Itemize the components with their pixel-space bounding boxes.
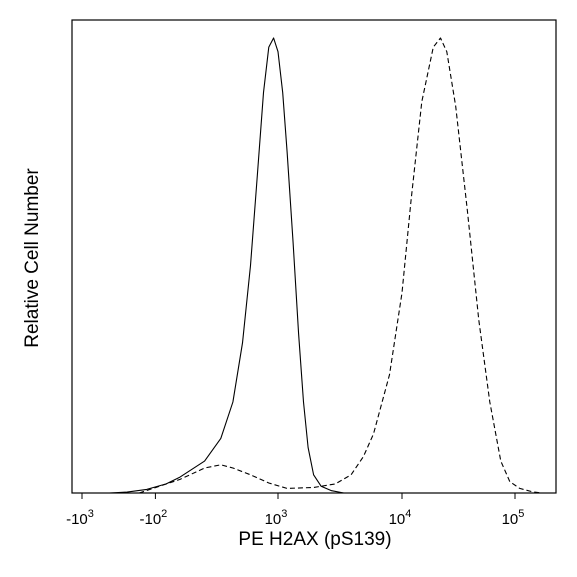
x-tick-label: -102: [139, 508, 167, 528]
x-axis-title: PE H2AX (pS139): [238, 529, 391, 550]
y-axis-title: Relative Cell Number: [22, 168, 43, 348]
x-tick-label: 103: [265, 508, 288, 528]
dashed-histogram-line: [139, 37, 542, 494]
solid-histogram-line: [109, 37, 344, 494]
x-tick-label: -103: [66, 508, 94, 528]
plot-frame: [71, 19, 557, 494]
x-tick-label: 105: [502, 508, 525, 528]
x-tick-label: 104: [389, 508, 412, 528]
series-layer: [109, 37, 542, 494]
x-axis: -103 -102 103 104 105: [66, 493, 524, 528]
